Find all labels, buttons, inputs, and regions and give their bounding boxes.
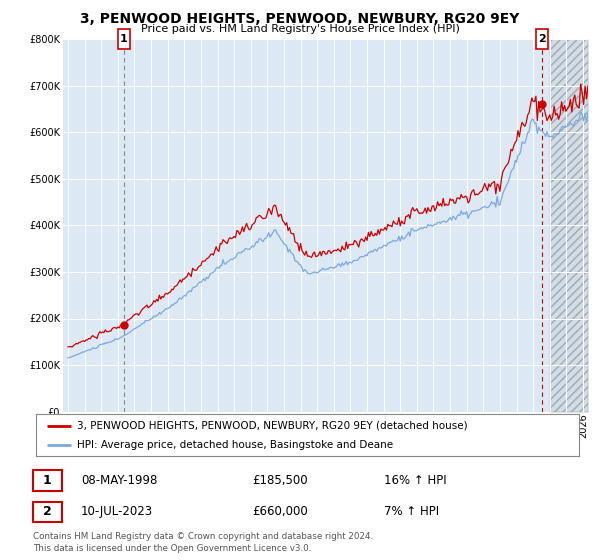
FancyBboxPatch shape bbox=[118, 29, 130, 49]
Text: 1: 1 bbox=[120, 34, 128, 44]
Text: 3, PENWOOD HEIGHTS, PENWOOD, NEWBURY, RG20 9EY: 3, PENWOOD HEIGHTS, PENWOOD, NEWBURY, RG… bbox=[80, 12, 520, 26]
Text: 2: 2 bbox=[43, 505, 52, 519]
Text: 2: 2 bbox=[538, 34, 546, 44]
Text: Price paid vs. HM Land Registry's House Price Index (HPI): Price paid vs. HM Land Registry's House … bbox=[140, 24, 460, 34]
Text: £185,500: £185,500 bbox=[252, 474, 308, 487]
Text: 10-JUL-2023: 10-JUL-2023 bbox=[81, 505, 153, 519]
Text: Contains HM Land Registry data © Crown copyright and database right 2024.
This d: Contains HM Land Registry data © Crown c… bbox=[33, 532, 373, 553]
Text: 16% ↑ HPI: 16% ↑ HPI bbox=[384, 474, 446, 487]
Text: 08-MAY-1998: 08-MAY-1998 bbox=[81, 474, 157, 487]
Text: £660,000: £660,000 bbox=[252, 505, 308, 519]
Text: 3, PENWOOD HEIGHTS, PENWOOD, NEWBURY, RG20 9EY (detached house): 3, PENWOOD HEIGHTS, PENWOOD, NEWBURY, RG… bbox=[77, 421, 467, 431]
Text: HPI: Average price, detached house, Basingstoke and Deane: HPI: Average price, detached house, Basi… bbox=[77, 440, 393, 450]
FancyBboxPatch shape bbox=[536, 29, 548, 49]
Text: 1: 1 bbox=[43, 474, 52, 487]
Text: 7% ↑ HPI: 7% ↑ HPI bbox=[384, 505, 439, 519]
